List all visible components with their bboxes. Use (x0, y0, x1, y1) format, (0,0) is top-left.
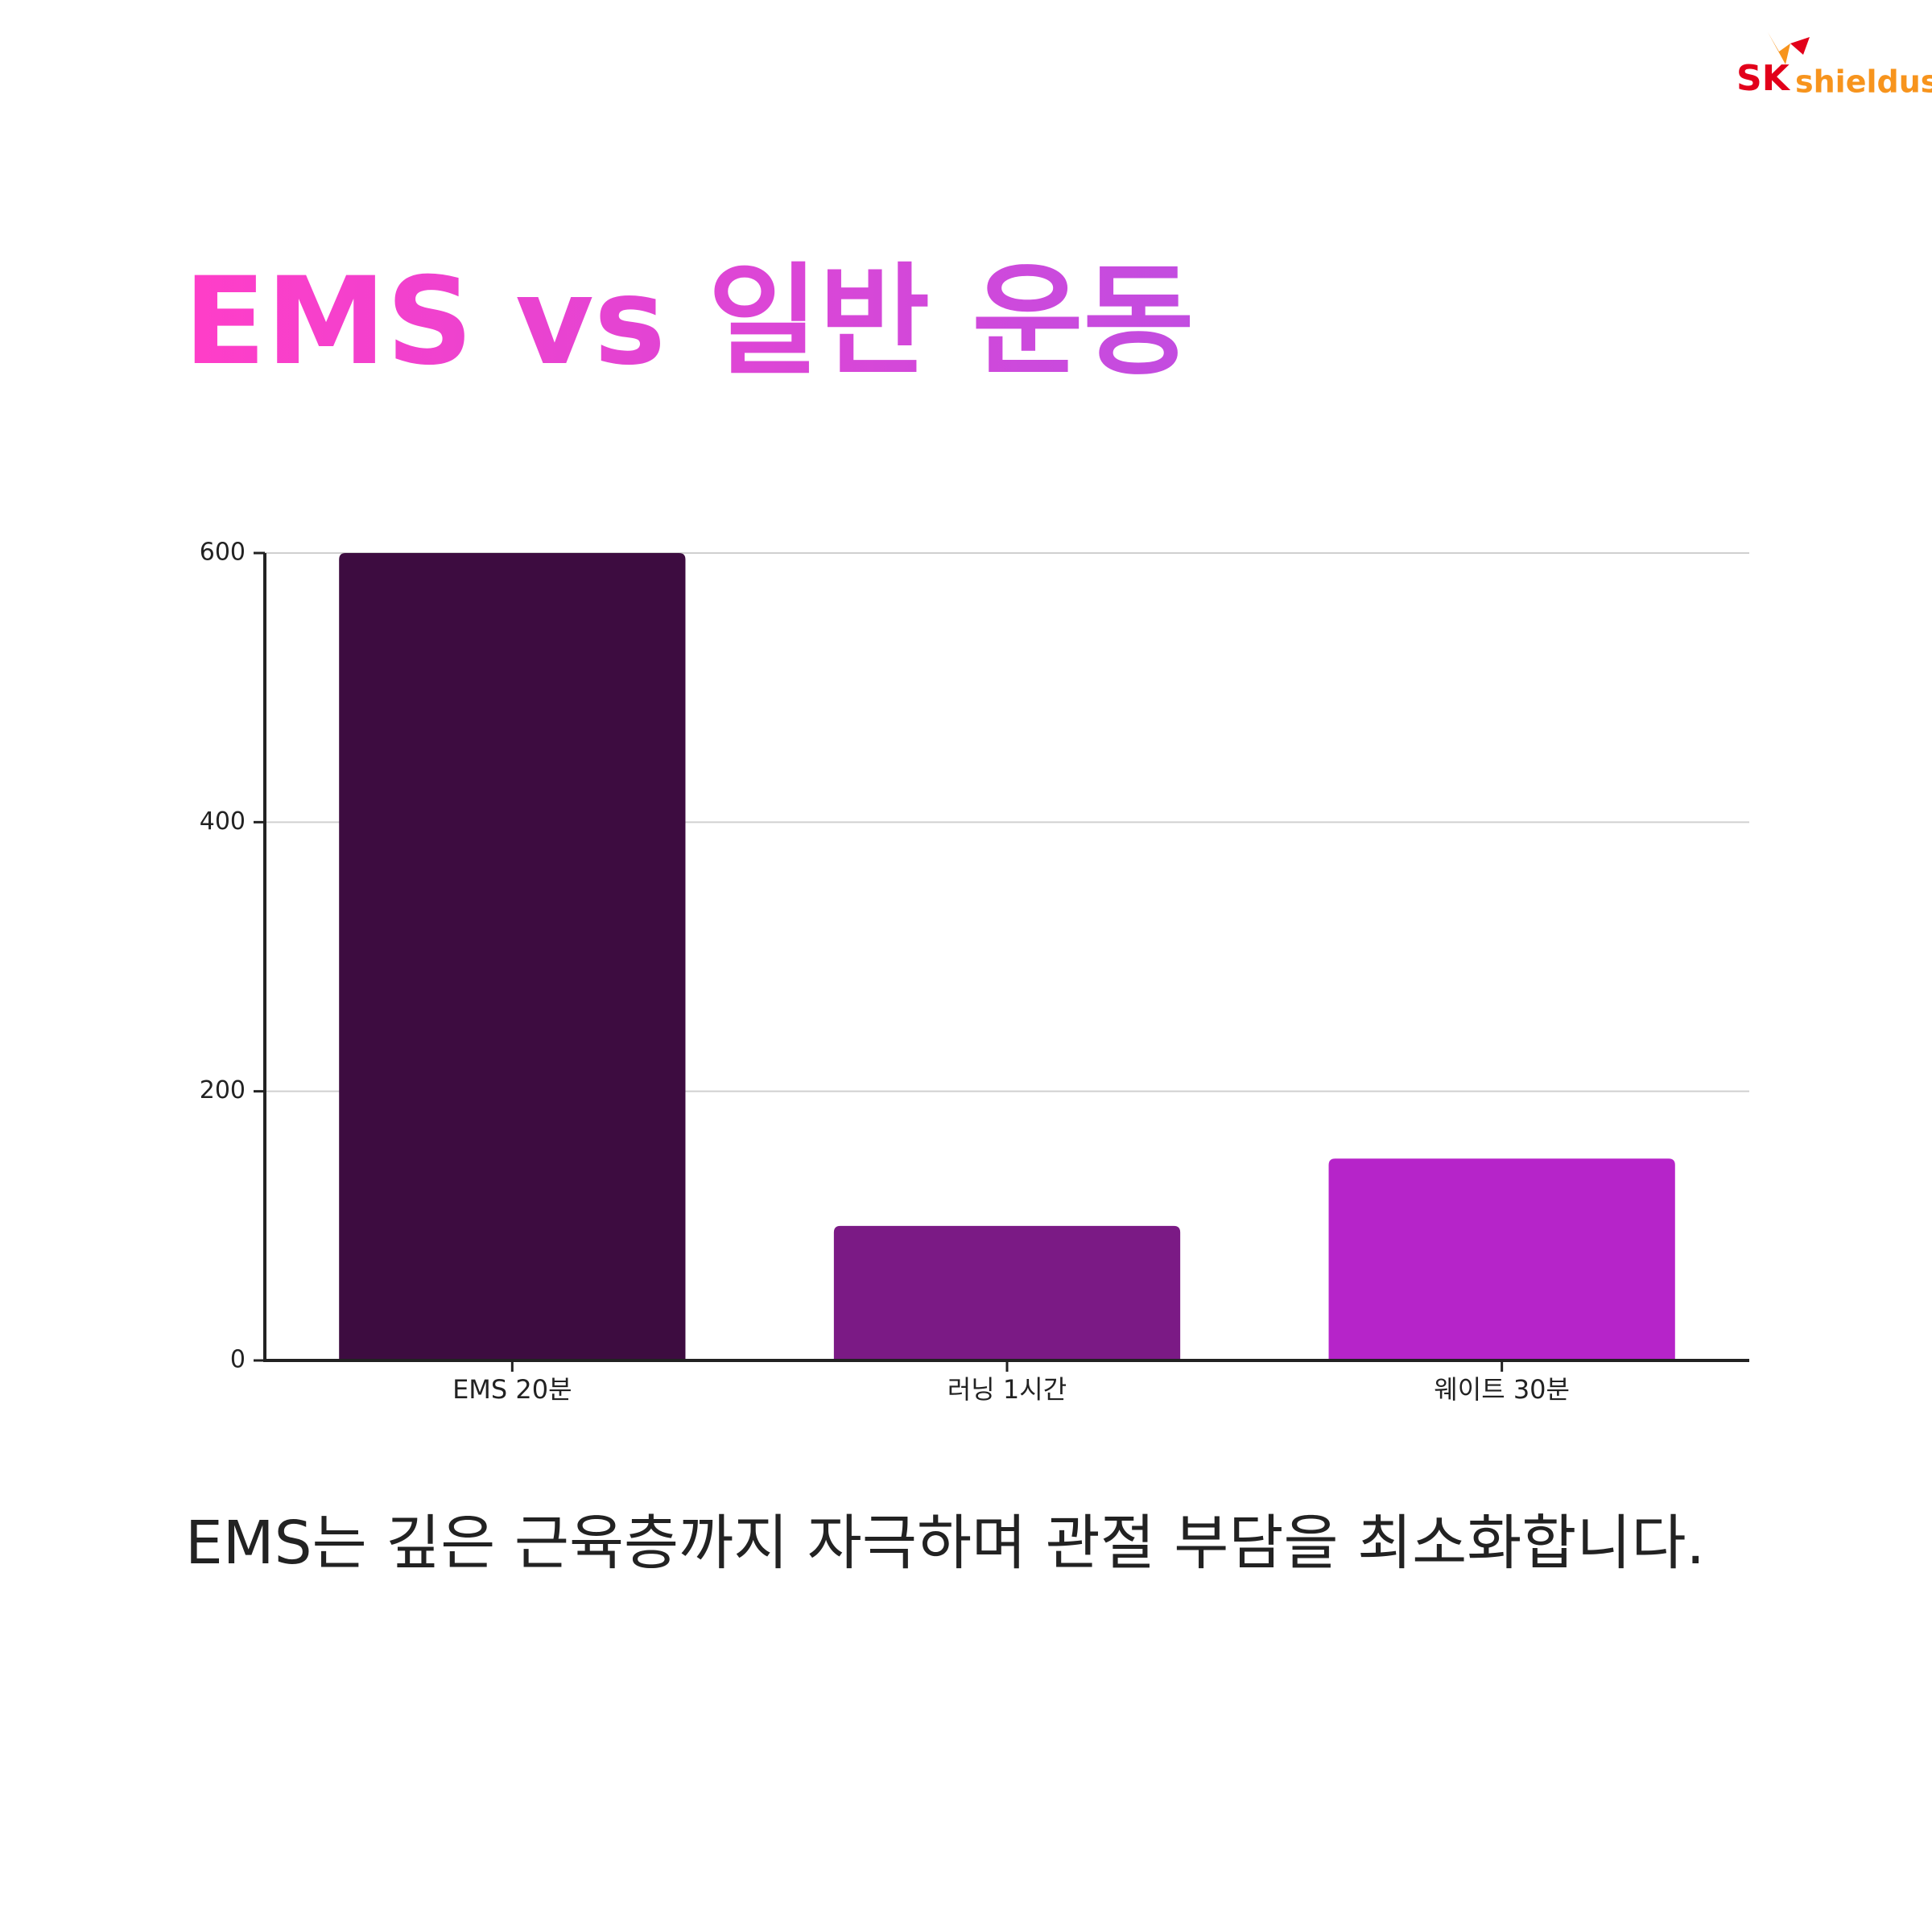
y-tick-label: 600 (200, 539, 246, 567)
logo-mark (1768, 32, 1790, 64)
caption: EMS는 깊은 근육층까지 자극하며 관절 부담을 최소화합니다. (185, 1509, 1706, 1578)
x-tick-label: 웨이트 30분 (1434, 1374, 1570, 1405)
y-tick-label: 200 (200, 1076, 246, 1104)
x-tick-label: 러닝 1시간 (947, 1374, 1067, 1405)
logo-mark (1790, 37, 1810, 55)
logo-sk: SK (1736, 58, 1791, 99)
bar (833, 1225, 1181, 1360)
logo-name: shieldus (1795, 64, 1932, 100)
y-tick-label: 400 (200, 807, 246, 836)
chart-title: EMS vs 일반 운동 (184, 252, 1195, 392)
y-tick-label: 0 (230, 1346, 246, 1374)
bar (1328, 1158, 1675, 1360)
bar (339, 553, 686, 1360)
x-tick-label: EMS 20분 (452, 1374, 572, 1405)
